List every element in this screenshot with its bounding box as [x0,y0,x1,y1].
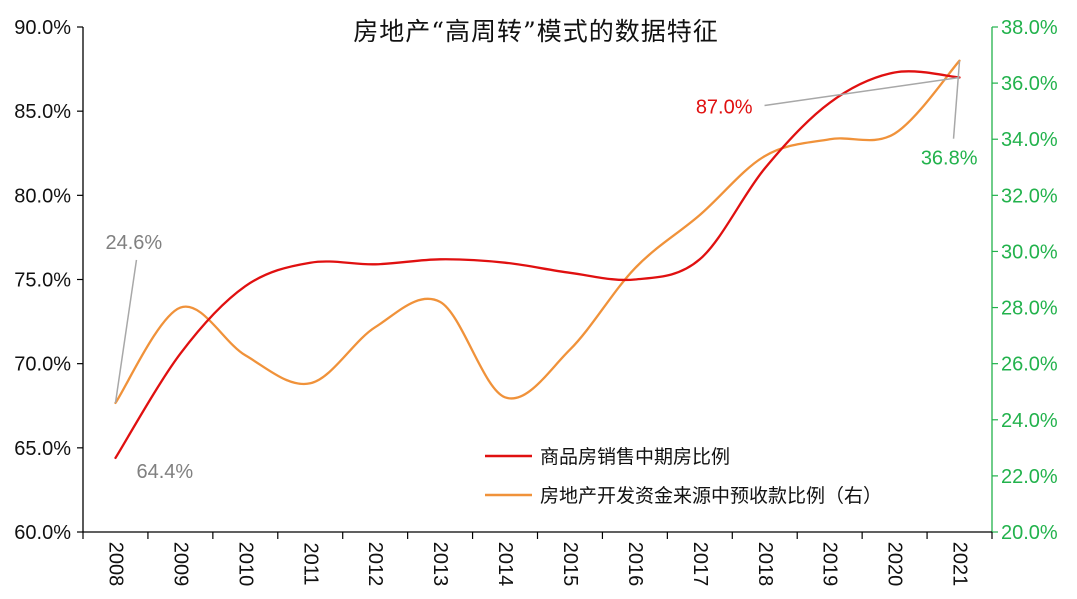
x-axis-tick-label: 2013 [429,542,451,587]
left-axis-tick-label: 85.0% [14,101,71,123]
left-axis-tick-label: 60.0% [14,522,71,544]
right-axis-tick-label: 34.0% [1001,129,1058,151]
annotation-leader-line [114,259,138,404]
legend-label-midterm-ratio: 商品房销售中期房比例 [540,446,730,468]
annotation-label: 87.0% [696,97,753,119]
right-axis-tick-label: 24.0% [1001,410,1058,432]
right-axis-tick-label: 30.0% [1001,241,1058,263]
annotation-leader-line [764,76,960,107]
left-axis: 60.0% 65.0% 70.0% 75.0% 80.0% 85.0% 90.0% [14,17,84,544]
series-layer [114,59,961,460]
right-axis-tick-label: 22.0% [1001,466,1058,488]
right-axis: 20.0% 22.0% 24.0% 26.0% 28.0% 30.0% 32.0% 34.0%… [991,17,1058,544]
left-axis-tick-label: 75.0% [14,270,71,292]
x-axis-tick-label: 2017 [689,542,711,587]
series-line-midterm-ratio [114,70,961,460]
left-axis-tick-label: 65.0% [14,438,71,460]
legend: 商品房销售中期房比例 房地产开发资金来源中预收款比例（右） [485,446,882,507]
x-axis-tick-label: 2011 [299,542,321,585]
x-axis-tick-label: 2014 [494,542,516,587]
x-axis: 2008 2009 2010 2011 2012 2013 2014 2015 2016 2017… [82,531,993,587]
annotation-label: 64.4% [136,461,193,483]
right-axis-tick-label: 36.0% [1001,73,1058,95]
legend-label-presale-ratio: 房地产开发资金来源中预收款比例（右） [540,485,882,507]
x-axis-tick-label: 2009 [169,542,191,587]
left-axis-tick-label: 70.0% [14,354,71,376]
left-axis-tick-label: 80.0% [14,185,71,207]
annotation-label: 24.6% [105,232,162,254]
x-axis-tick-label: 2015 [559,542,581,587]
right-axis-tick-label: 28.0% [1001,298,1058,320]
x-axis-tick-label: 2021 [949,542,971,587]
x-axis-tick-label: 2019 [819,542,841,587]
left-axis-tick-label: 90.0% [14,17,71,39]
x-axis-tick-label: 2008 [104,542,126,587]
x-axis-tick-label: 2016 [624,542,646,587]
annotation-layer: 24.6% 64.4% 87.0% 36.8% [105,60,978,483]
series-line-presale-ratio [114,59,961,405]
right-axis-tick-label: 20.0% [1001,522,1058,544]
right-axis-tick-label: 26.0% [1001,354,1058,376]
x-axis-tick-label: 2020 [884,542,906,587]
x-axis-tick-label: 2018 [754,542,776,587]
right-axis-tick-label: 38.0% [1001,17,1058,39]
right-axis-tick-label: 32.0% [1001,185,1058,207]
chart-title: 房地产“高周转”模式的数据特征 [353,17,719,46]
annotation-leader-line [952,60,961,139]
x-axis-tick-label: 2012 [364,542,386,587]
annotation-label: 36.8% [921,148,978,170]
x-axis-tick-label: 2010 [234,542,256,587]
